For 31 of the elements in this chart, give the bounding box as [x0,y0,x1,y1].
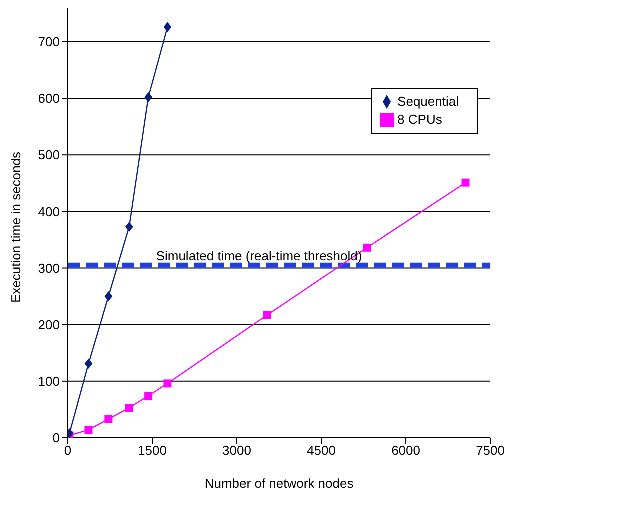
point [363,244,372,252]
point [104,292,113,302]
x-tick-label: 3000 [222,443,252,458]
point [462,178,470,187]
point [125,222,134,232]
y-tick-label: 300 [38,260,60,276]
point [164,380,172,388]
point [263,311,272,320]
point [164,22,172,32]
x-tick-label: 7500 [476,443,506,458]
y-tick-label: 500 [38,148,60,163]
point [104,415,113,424]
y-tick-label: 200 [38,317,60,332]
x-tick-label: 4500 [307,443,336,458]
point [84,426,93,434]
point [125,404,134,412]
point [144,392,153,400]
x-axis-title: Number of network nodes [204,476,354,491]
y-axis-title: Execution time in seconds [8,151,24,303]
y-tick-label: 100 [38,374,60,390]
x-tick-label: 0 [64,443,72,458]
point [84,358,93,369]
y-tick-label: 600 [38,91,60,106]
legend-label: 8 CPUs [398,112,442,127]
y-tick-label: 700 [38,34,60,50]
x-tick-label: 1500 [138,443,167,458]
point [144,92,153,102]
y-tick-label: 400 [38,204,60,220]
y-tick-label: 0 [52,430,60,446]
legend-label: Sequential [398,94,459,109]
x-tick-label: 6000 [392,443,420,458]
